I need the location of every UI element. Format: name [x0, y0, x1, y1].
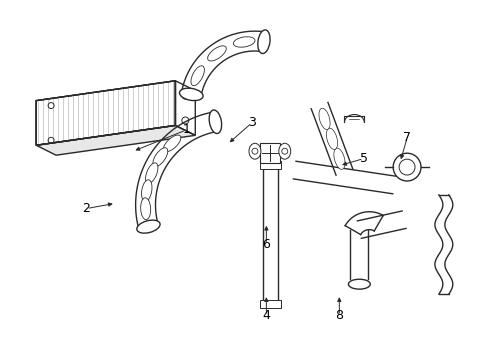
- Polygon shape: [175, 81, 195, 135]
- Ellipse shape: [141, 180, 152, 201]
- Polygon shape: [350, 230, 367, 279]
- Text: 8: 8: [335, 309, 343, 322]
- Text: 7: 7: [403, 131, 410, 144]
- Ellipse shape: [347, 279, 369, 289]
- Text: 2: 2: [82, 202, 90, 215]
- Polygon shape: [293, 161, 395, 194]
- Ellipse shape: [278, 143, 290, 159]
- Ellipse shape: [179, 88, 203, 100]
- Ellipse shape: [209, 110, 221, 134]
- Ellipse shape: [207, 46, 226, 61]
- Text: 1: 1: [182, 123, 190, 136]
- Ellipse shape: [163, 135, 181, 152]
- Ellipse shape: [153, 148, 167, 167]
- Ellipse shape: [190, 66, 204, 86]
- Bar: [263, 165, 277, 304]
- Polygon shape: [310, 103, 352, 175]
- Polygon shape: [181, 31, 265, 96]
- Ellipse shape: [326, 128, 337, 149]
- Ellipse shape: [257, 30, 269, 54]
- Polygon shape: [357, 211, 405, 238]
- Polygon shape: [36, 81, 175, 145]
- Ellipse shape: [233, 37, 254, 47]
- Ellipse shape: [137, 220, 160, 233]
- Text: 5: 5: [359, 152, 367, 165]
- Bar: [260, 161, 280, 169]
- Polygon shape: [345, 212, 383, 235]
- Ellipse shape: [145, 163, 158, 184]
- Text: 6: 6: [262, 238, 270, 251]
- Bar: [260, 143, 279, 163]
- Circle shape: [392, 153, 420, 181]
- Polygon shape: [135, 112, 217, 229]
- Bar: [260, 300, 280, 308]
- Ellipse shape: [318, 108, 329, 130]
- Polygon shape: [36, 125, 195, 155]
- Circle shape: [398, 159, 414, 175]
- Ellipse shape: [141, 198, 150, 220]
- Ellipse shape: [248, 143, 261, 159]
- Text: 3: 3: [247, 116, 255, 129]
- Text: 4: 4: [262, 309, 270, 322]
- Ellipse shape: [333, 148, 345, 170]
